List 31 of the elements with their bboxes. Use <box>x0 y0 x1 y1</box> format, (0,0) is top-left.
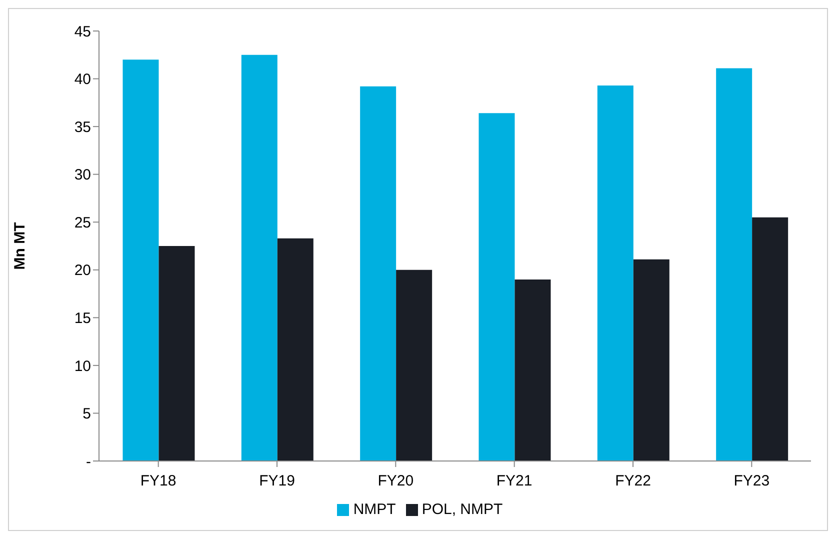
bar <box>158 246 195 461</box>
x-tick-label: FY19 <box>259 472 295 490</box>
y-tick-label: 30 <box>74 166 91 184</box>
legend-label: POL, NMPT <box>422 501 503 518</box>
bar <box>360 86 396 461</box>
x-tick-label: FY20 <box>378 472 414 490</box>
bar <box>716 68 752 461</box>
x-tick-label: FY18 <box>140 472 176 490</box>
bar <box>633 259 670 461</box>
y-axis-title: Mn MT <box>11 222 28 270</box>
bar <box>122 60 159 461</box>
y-tick-label: 5 <box>82 406 91 423</box>
bar <box>277 238 314 461</box>
y-tick-label: 10 <box>74 358 91 375</box>
bar <box>478 113 515 461</box>
x-tick-label: FY23 <box>734 472 770 490</box>
y-tick-label: 25 <box>74 214 91 232</box>
bar <box>241 54 278 461</box>
x-tick-label: FY22 <box>615 472 651 490</box>
x-tick-label: FY21 <box>496 472 532 490</box>
legend-label: NMPT <box>353 501 396 518</box>
bar <box>597 85 634 461</box>
bar <box>396 270 432 461</box>
y-tick-label: 40 <box>74 71 91 88</box>
y-tick-label: 15 <box>74 310 91 327</box>
y-tick-label: 45 <box>74 23 91 40</box>
y-tick-label: - <box>86 453 91 470</box>
bar <box>514 279 551 461</box>
y-tick-label: 35 <box>74 118 91 136</box>
bar <box>752 217 788 461</box>
y-tick-label: 20 <box>74 262 91 280</box>
